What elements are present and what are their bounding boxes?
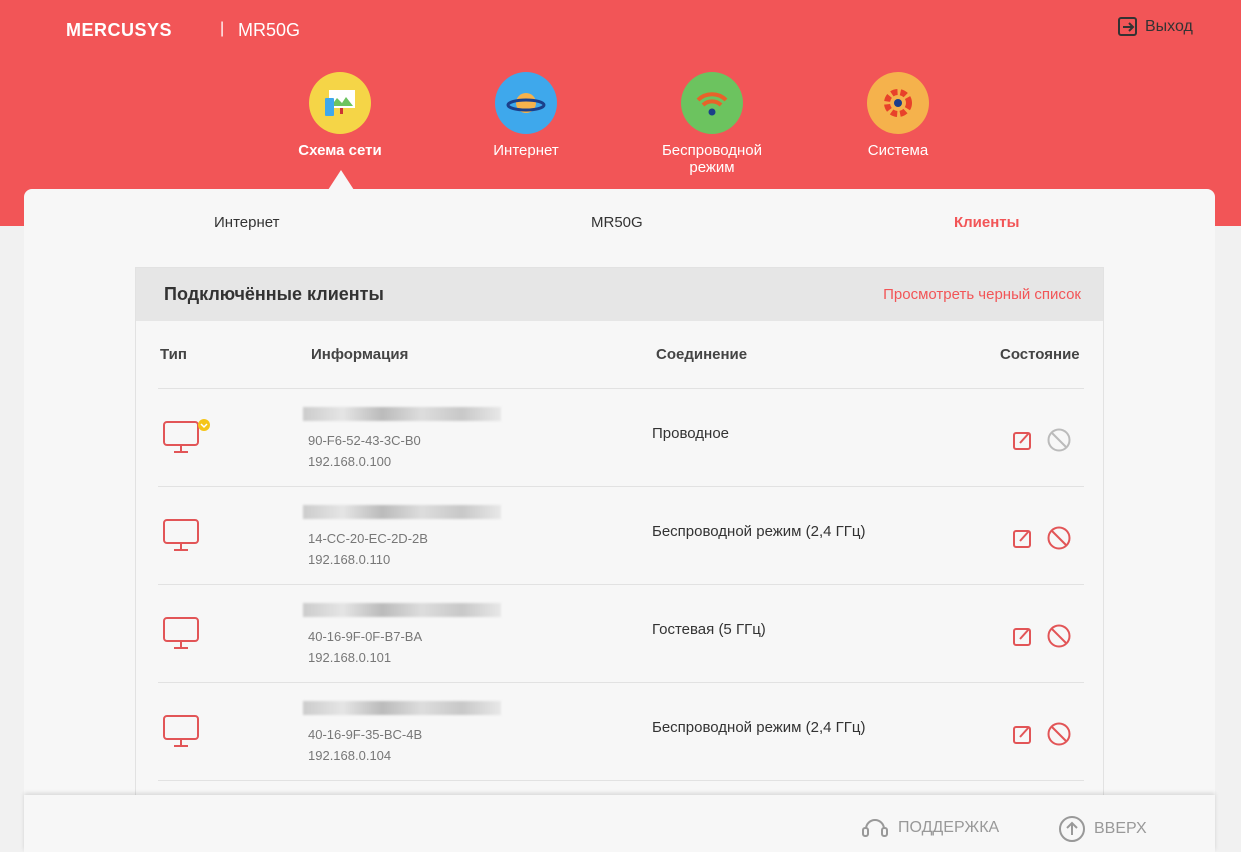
arrow-up-icon	[1059, 816, 1085, 842]
computer-icon	[162, 517, 210, 558]
nav-label: Интернет	[493, 142, 559, 159]
panel-header: Подключённые клиенты Просмотреть черный …	[136, 268, 1103, 321]
client-name-blurred	[303, 701, 501, 715]
logout-icon	[1118, 17, 1137, 36]
active-indicator	[328, 170, 354, 190]
col-type: Тип	[160, 346, 187, 363]
block-icon[interactable]	[1046, 427, 1072, 458]
gear-icon	[867, 72, 929, 134]
separator: |	[220, 20, 225, 37]
logout-button[interactable]: Выход	[1117, 16, 1193, 38]
nav-label: Система	[867, 142, 929, 159]
client-row: 14-CC-20-EC-2D-2B 192.168.0.110 Беспрово…	[158, 486, 1084, 584]
computer-icon	[162, 615, 210, 656]
support-label: ПОДДЕРЖКА	[898, 819, 1000, 836]
client-row: 40-16-9F-0F-B7-BA 192.168.0.101 Гостевая…	[158, 584, 1084, 682]
computer-icon	[162, 419, 210, 460]
client-row: 40-16-9F-35-BC-4B 192.168.0.104 Беспрово…	[158, 682, 1084, 780]
nav-label: Беспроводной режим	[661, 142, 763, 176]
connected-clients-panel: Подключённые клиенты Просмотреть черный …	[135, 267, 1104, 797]
block-icon[interactable]	[1046, 623, 1072, 654]
footer: ПОДДЕРЖКА ВВЕРХ	[24, 795, 1215, 852]
model-name: MR50G	[238, 20, 301, 40]
header-bar: MERCUSYS | MR50G Выход Схема сети Интерн…	[0, 0, 1241, 226]
back-to-top-button[interactable]: ВВЕРХ	[1058, 815, 1147, 843]
client-name-blurred	[303, 407, 501, 421]
client-connection: Проводное	[652, 425, 729, 442]
subnav-clients[interactable]: Клиенты	[954, 214, 1020, 231]
nav-wireless[interactable]: Беспроводной режим	[647, 72, 777, 176]
edit-icon[interactable]	[1012, 625, 1034, 652]
nav-system[interactable]: Система	[833, 72, 963, 159]
client-mac: 40-16-9F-35-BC-4B	[308, 727, 423, 742]
subnav-router[interactable]: MR50G	[591, 214, 643, 231]
view-blacklist-link[interactable]: Просмотреть черный список	[883, 286, 1081, 303]
headset-icon	[862, 819, 888, 837]
network-map-icon	[309, 72, 371, 134]
col-status: Состояние	[1000, 346, 1080, 363]
col-connection: Соединение	[656, 346, 748, 363]
subnav-internet[interactable]: Интернет	[214, 214, 280, 231]
nav-internet[interactable]: Интернет	[461, 72, 591, 159]
col-info: Информация	[311, 346, 409, 363]
logout-label: Выход	[1145, 18, 1193, 35]
client-name-blurred	[303, 505, 501, 519]
brand-logo: MERCUSYS	[66, 20, 173, 40]
top-label: ВВЕРХ	[1094, 820, 1147, 837]
wifi-icon	[681, 72, 743, 134]
client-ip: 192.168.0.104	[308, 748, 392, 763]
block-icon[interactable]	[1046, 525, 1072, 556]
block-icon[interactable]	[1046, 721, 1072, 752]
client-ip: 192.168.0.101	[308, 650, 392, 665]
panel-title: Подключённые клиенты	[164, 284, 384, 304]
client-mac: 90-F6-52-43-3C-B0	[308, 433, 421, 448]
row-divider	[158, 780, 1084, 782]
planet-icon	[495, 72, 557, 134]
client-mac: 14-CC-20-EC-2D-2B	[308, 531, 428, 546]
client-ip: 192.168.0.100	[308, 454, 392, 469]
client-name-blurred	[303, 603, 501, 617]
client-mac: 40-16-9F-0F-B7-BA	[308, 629, 423, 644]
edit-icon[interactable]	[1012, 723, 1034, 750]
computer-icon	[162, 713, 210, 754]
client-connection: Беспроводной режим (2,4 ГГц)	[652, 719, 866, 736]
nav-network-map[interactable]: Схема сети	[275, 72, 405, 159]
nav-label: Схема сети	[298, 142, 382, 159]
client-connection: Беспроводной режим (2,4 ГГц)	[652, 523, 866, 540]
client-row: 90-F6-52-43-3C-B0 192.168.0.100 Проводно…	[158, 388, 1084, 486]
edit-icon[interactable]	[1012, 429, 1034, 456]
support-button[interactable]: ПОДДЕРЖКА	[860, 815, 999, 841]
client-ip: 192.168.0.110	[308, 552, 391, 567]
client-connection: Гостевая (5 ГГц)	[652, 621, 766, 638]
edit-icon[interactable]	[1012, 527, 1034, 554]
